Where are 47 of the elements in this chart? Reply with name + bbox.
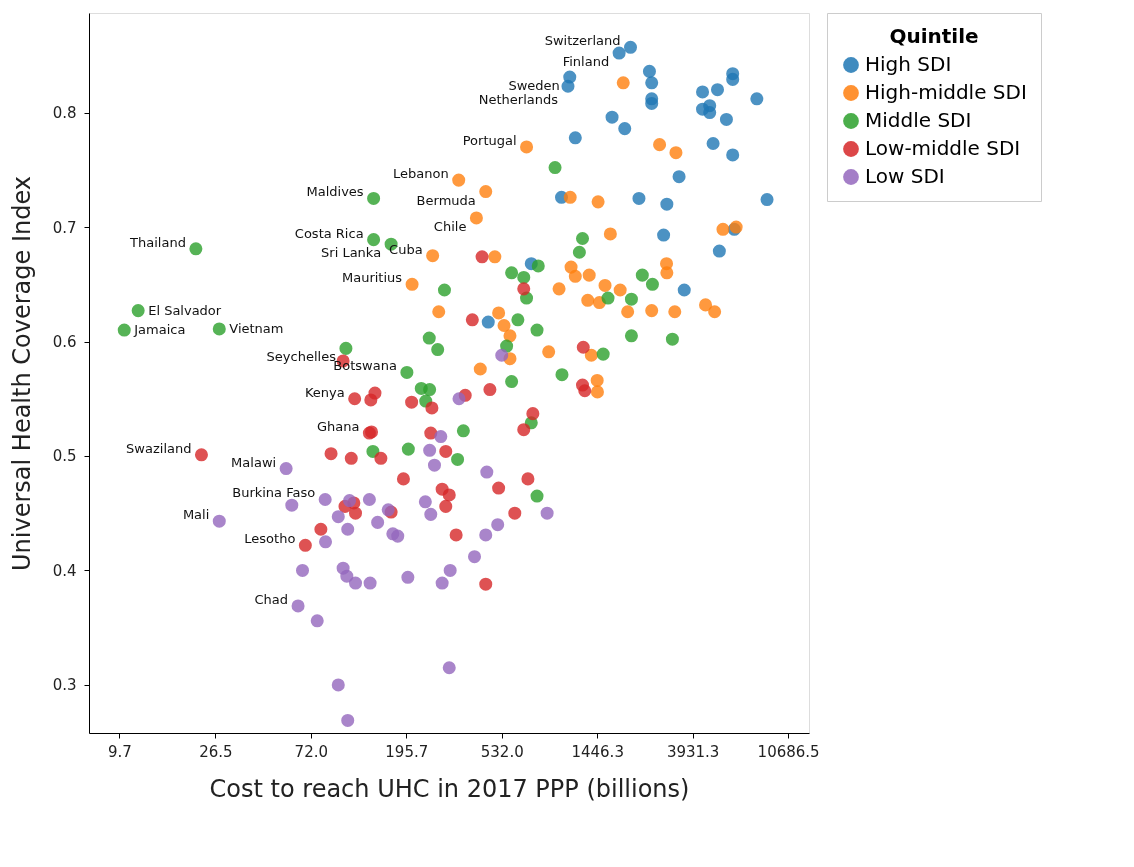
legend-label: High-middle SDI [865,80,1027,104]
annotation: Mali [182,507,210,523]
x-tick-label: 26.5 [199,742,233,761]
x-tick-label: 195.7 [385,742,429,761]
annotation: Lesotho [244,531,296,547]
annotation: Cuba [389,241,423,257]
annotation: Mauritius [341,270,403,286]
legend-label: Low-middle SDI [865,136,1021,160]
annotation: Thailand [129,234,186,250]
x-tick-label: 72.0 [294,742,329,761]
y-tick-label: 0.3 [52,676,77,695]
annotation: Maldives [306,184,364,200]
y-tick-label: 0.4 [52,561,77,580]
y-tick-label: 0.6 [52,333,77,352]
annotation: Chad [254,591,289,607]
legend-label: Low SDI [865,164,945,188]
legend-label: High SDI [865,52,952,76]
x-tick-label: 10686.5 [757,742,820,761]
x-axis-title: Cost to reach UHC in 2017 PPP (billions) [209,774,690,803]
annotation: Portugal [462,132,517,148]
annotation: Sweden [508,78,560,94]
x-tick-label: 9.7 [108,742,132,761]
y-tick-label: 0.7 [52,218,77,237]
annotation: Bermuda [416,192,476,208]
y-tick-label: 0.5 [52,447,77,466]
annotation: Finland [562,54,610,70]
annotation: Switzerland [544,33,621,49]
annotation: Ghana [316,419,360,435]
x-tick-label: 1446.3 [571,742,624,761]
annotation: Sri Lanka [321,245,382,261]
annotation: Chile [433,218,467,234]
legend-title: Quintile [889,24,979,48]
y-tick-label: 0.8 [52,104,77,123]
y-axis-title: Universal Health Coverage Index [7,176,36,571]
annotation: Netherlands [478,92,559,108]
legend-label: Middle SDI [865,108,972,132]
annotation: Lebanon [393,166,449,182]
annotation: Malawi [231,454,277,470]
x-tick-label: 532.0 [480,742,524,761]
x-tick-label: 3931.3 [666,742,720,761]
annotation: Swaziland [126,440,192,456]
annotation: Vietnam [229,320,284,336]
annotation: Costa Rica [294,225,364,241]
annotation: El Salvador [148,302,222,318]
annotation: Burkina Faso [232,485,316,501]
annotation: Jamaica [133,322,186,338]
annotation: Kenya [304,384,345,400]
